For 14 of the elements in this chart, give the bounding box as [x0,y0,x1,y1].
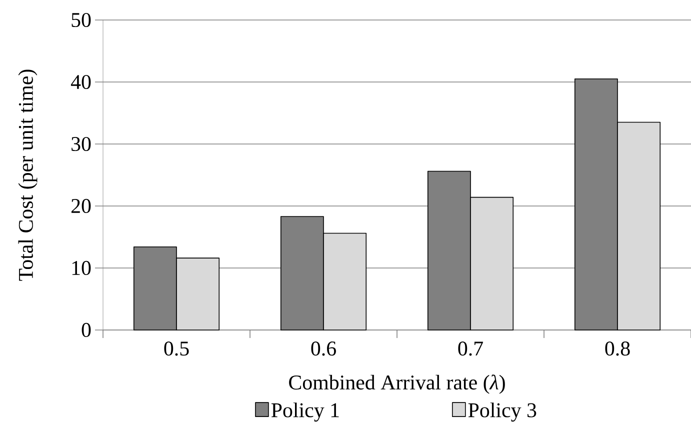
y-axis-title: Total Cost (per unit time) [18,70,38,281]
y-tick-label: 0 [82,322,91,338]
y-tick-label: 30 [72,136,91,152]
x-tick-label: 0.8 [605,342,630,356]
y-tick-label: 10 [72,260,91,276]
x-axis-title: Combined Arrival rate (λ) [289,374,505,394]
x-tick-label: 0.5 [164,342,189,356]
x-tick-label: 0.6 [311,342,336,356]
y-tick-label: 40 [70,74,91,90]
y-tick-label: 20 [71,198,91,214]
legend-label: Policy 3 [468,402,536,422]
x-tick-label: 0.7 [458,342,483,356]
y-tick-label: 50 [72,12,91,28]
legend-label: Policy 1 [271,402,339,422]
